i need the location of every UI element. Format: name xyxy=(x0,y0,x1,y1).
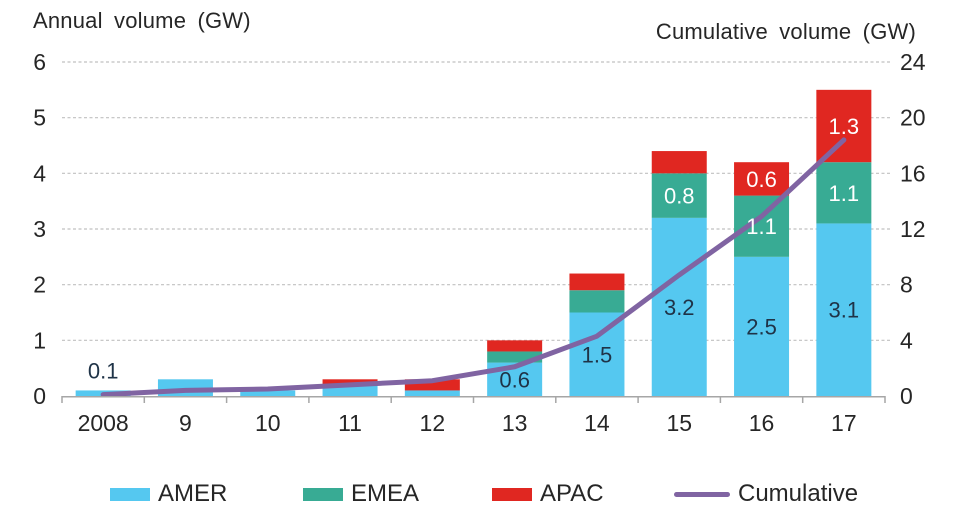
legend-label-amer: AMER xyxy=(158,480,228,507)
right-axis-tick-label: 16 xyxy=(900,160,926,186)
bar-label-amer-2008: 0.1 xyxy=(88,358,119,383)
left-axis-tick-label: 5 xyxy=(33,105,46,131)
x-axis-category-label: 13 xyxy=(502,410,528,436)
bar-segment-amer-14 xyxy=(569,312,625,396)
x-axis-category-label: 16 xyxy=(749,410,775,436)
cumulative-line xyxy=(100,137,847,398)
plot-area: 0.1 0.61.53.20.82.51.10.63.11.11.30123456… xyxy=(33,49,926,436)
bar-segment-amer-11 xyxy=(322,384,378,396)
bar-label-emea-17: 1.1 xyxy=(829,181,860,206)
bar-segment-emea-13 xyxy=(487,351,543,363)
legend-label-cumulative: Cumulative xyxy=(738,480,859,507)
bar-label-amer-15: 3.2 xyxy=(664,295,695,320)
bar-segment-apac-17 xyxy=(816,89,872,163)
bar-segment-emea-16 xyxy=(734,195,790,257)
legend-item-emea: EMEA xyxy=(303,480,419,508)
left-axis-tick-label: 0 xyxy=(33,383,46,409)
left-axis-tick-label: 3 xyxy=(33,216,46,242)
bar-segment-amer-15 xyxy=(651,217,707,396)
bar-segment-amer-12 xyxy=(404,390,460,396)
right-axis-tick-label: 0 xyxy=(900,383,913,409)
apac-swatch-icon xyxy=(492,487,532,501)
legend-item-apac: APAC xyxy=(492,480,604,508)
legend-item-cumulative: Cumulative xyxy=(674,480,858,508)
bar-segment-amer-16 xyxy=(734,256,790,396)
right-axis-tick-label: 12 xyxy=(900,216,926,242)
bar-label-amer-17: 3.1 xyxy=(829,298,860,323)
bar-segment-apac-15 xyxy=(651,151,707,174)
bar-segment-emea-14 xyxy=(569,290,625,313)
bar-segment-apac-14 xyxy=(569,273,625,291)
bar-segment-amer-10 xyxy=(240,390,296,396)
x-axis-category-label: 11 xyxy=(338,410,362,436)
right-axis-tick-label: 20 xyxy=(900,105,926,131)
bar-segment-emea-17 xyxy=(816,162,872,224)
bar-label-amer-16: 2.5 xyxy=(746,314,777,339)
bar-label-emea-16: 1.1 xyxy=(746,214,777,239)
right-axis-tick-label: 4 xyxy=(900,327,913,353)
bar-segment-apac-13 xyxy=(487,340,543,352)
left-axis-tick-label: 4 xyxy=(33,160,46,186)
left-axis-tick-label: 1 xyxy=(33,327,46,353)
legend-label-emea: EMEA xyxy=(351,480,420,507)
bar-segment-apac-16 xyxy=(734,162,790,196)
x-axis-category-label: 10 xyxy=(255,410,281,436)
x-axis-category-label: 15 xyxy=(666,410,692,436)
x-axis-category-label: 14 xyxy=(584,410,610,436)
bar-label-amer-14: 1.5 xyxy=(582,342,613,367)
cumulative-line-swatch-icon xyxy=(674,491,730,497)
x-axis-category-label: 12 xyxy=(420,410,446,436)
right-axis-tick-label: 24 xyxy=(900,49,926,75)
x-axis-category-label: 9 xyxy=(179,410,192,436)
legend-label-apac: APAC xyxy=(540,480,604,507)
legend-item-amer: AMER xyxy=(110,480,227,508)
x-axis-category-label: 17 xyxy=(831,410,857,436)
legend: AMER EMEA APAC Cumulative xyxy=(0,480,956,516)
emea-swatch-icon xyxy=(303,487,343,501)
amer-swatch-icon xyxy=(110,487,150,501)
bar-label-amer-13: 0.6 xyxy=(499,367,530,392)
bar-label-apac-16: 0.6 xyxy=(746,167,777,192)
x-axis-category-label: 2008 xyxy=(78,410,129,436)
left-axis-tick-label: 2 xyxy=(33,272,46,298)
right-axis-tick-label: 8 xyxy=(900,272,913,298)
right-axis-title: Cumulative volume (GW) xyxy=(655,19,916,44)
bar-label-emea-15: 0.8 xyxy=(664,184,695,209)
bar-segment-emea-15 xyxy=(651,173,707,218)
left-axis-title: Annual volume (GW) xyxy=(33,8,251,33)
bar-segment-apac-12 xyxy=(404,379,460,391)
bar-segment-apac-11 xyxy=(322,379,378,385)
bar-segment-amer-17 xyxy=(816,223,872,396)
left-axis-tick-label: 6 xyxy=(33,49,46,75)
bar-label-apac-17: 1.3 xyxy=(829,114,860,139)
